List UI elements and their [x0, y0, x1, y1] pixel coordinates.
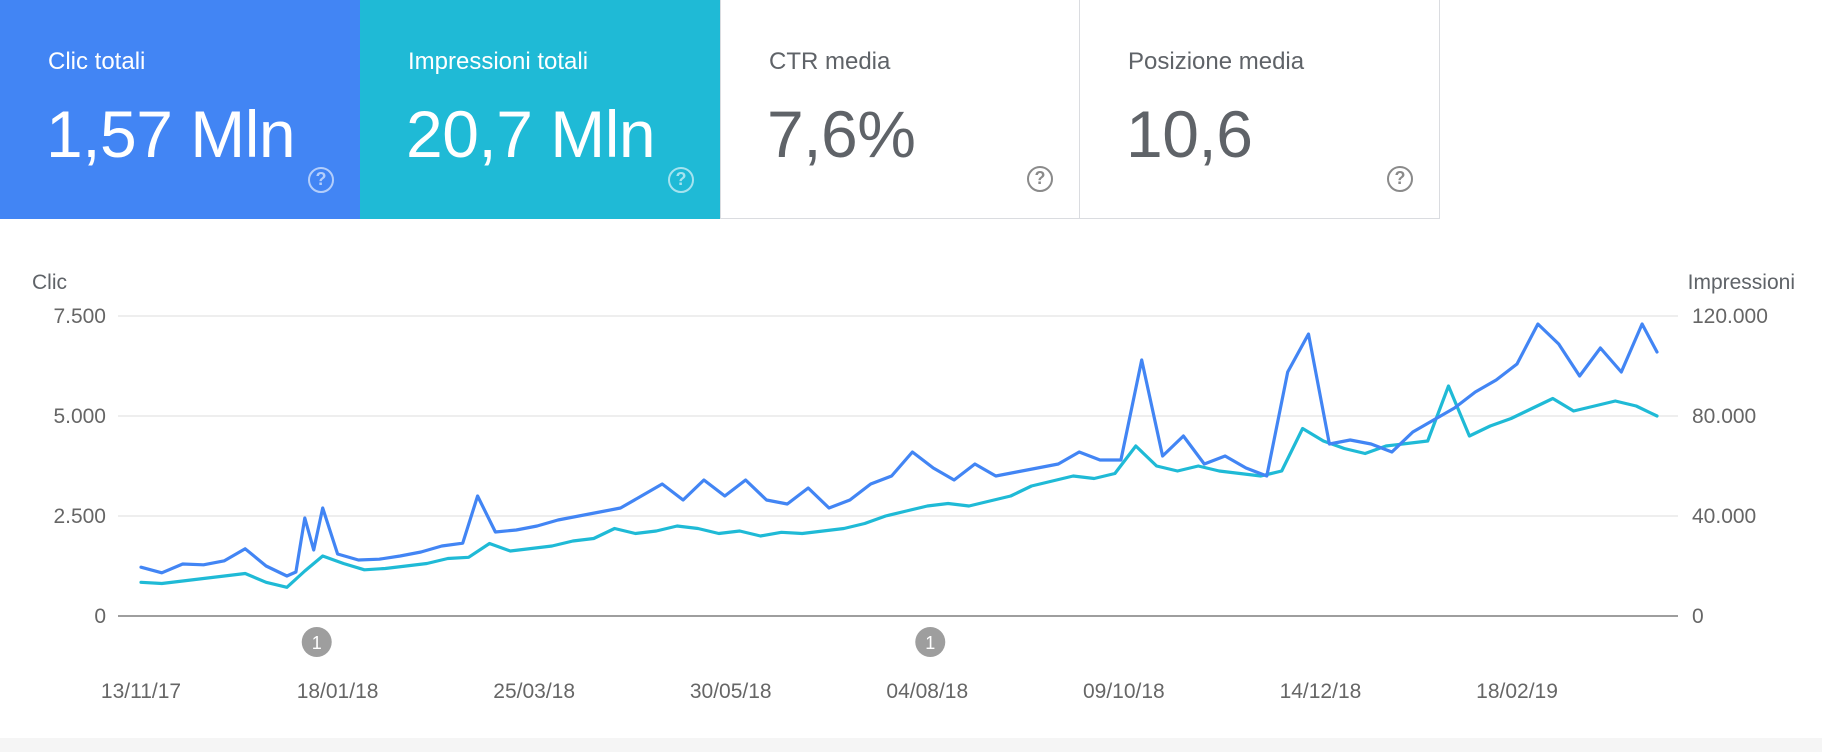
- total-clicks-card[interactable]: Clic totali 1,57 Mln ?: [0, 0, 360, 219]
- x-tick-label: 04/08/18: [886, 680, 968, 703]
- total-impressions-card[interactable]: Impressioni totali 20,7 Mln ?: [360, 0, 720, 219]
- annotation-label: 1: [312, 633, 322, 653]
- left-tick-label: 7.500: [53, 305, 106, 328]
- annotation-marker[interactable]: [301, 627, 332, 657]
- help-icon[interactable]: ?: [1027, 166, 1053, 192]
- help-icon[interactable]: ?: [308, 167, 334, 193]
- right-axis-title: Impressioni: [1688, 271, 1795, 294]
- metric-cards: Clic totali 1,57 Mln ? Impressioni total…: [0, 0, 1440, 219]
- annotation-label: 1: [925, 633, 935, 653]
- x-tick-label: 18/02/19: [1476, 680, 1558, 703]
- card-value: 20,7 Mln: [406, 97, 656, 171]
- x-tick-label: 30/05/18: [690, 680, 772, 703]
- bottom-divider: [0, 738, 1822, 752]
- right-tick-label: 80.000: [1692, 405, 1756, 428]
- card-value: 7,6%: [767, 97, 916, 171]
- right-tick-label: 120.000: [1692, 305, 1768, 328]
- average-ctr-card[interactable]: CTR media 7,6% ?: [720, 0, 1080, 219]
- card-label: CTR media: [769, 48, 891, 75]
- x-tick-label: 18/01/18: [297, 680, 379, 703]
- left-axis-title: Clic: [32, 271, 67, 294]
- right-tick-label: 40.000: [1692, 505, 1756, 528]
- card-value: 1,57 Mln: [46, 97, 296, 171]
- x-tick-label: 13/11/17: [101, 680, 181, 703]
- card-label: Impressioni totali: [408, 48, 589, 75]
- impressions-line: [139, 384, 1659, 589]
- help-icon[interactable]: ?: [668, 167, 694, 193]
- right-tick-label: 0: [1692, 605, 1704, 628]
- performance-chart: Clic Impressioni 0 2.500 5.000 7.500 0 40.000 80…: [32, 271, 1795, 703]
- x-tick-label: 14/12/18: [1280, 680, 1362, 703]
- annotation-marker[interactable]: [915, 627, 946, 657]
- left-tick-label: 5.000: [53, 405, 106, 428]
- left-tick-label: 2.500: [53, 505, 106, 528]
- card-label: Clic totali: [48, 48, 146, 75]
- x-tick-label: 09/10/18: [1083, 680, 1165, 703]
- left-tick-label: 0: [94, 605, 106, 628]
- average-position-card[interactable]: Posizione media 10,6 ?: [1080, 0, 1440, 219]
- help-icon[interactable]: ?: [1387, 166, 1413, 192]
- x-tick-label: 25/03/18: [493, 680, 575, 703]
- card-value: 10,6: [1126, 97, 1253, 171]
- clicks-line: [139, 322, 1659, 578]
- card-label: Posizione media: [1128, 48, 1305, 75]
